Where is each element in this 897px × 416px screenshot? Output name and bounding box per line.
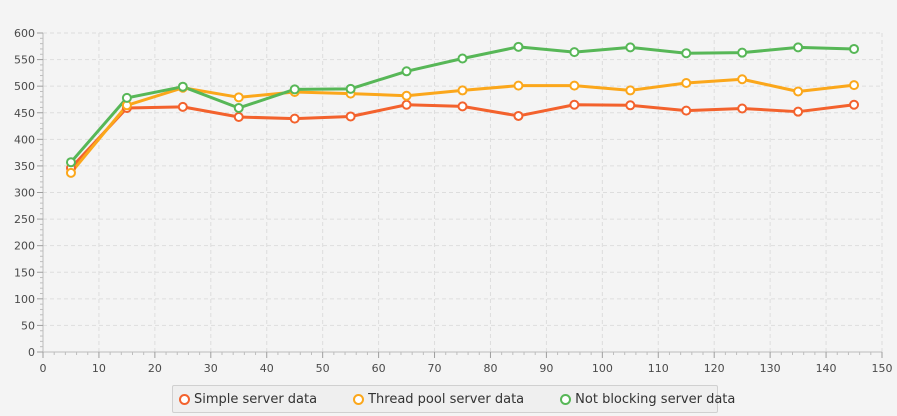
y-tick-label: 100	[14, 293, 35, 306]
x-tick-label: 90	[539, 362, 553, 375]
data-point-series-0	[177, 101, 188, 112]
x-tick-label: 30	[204, 362, 218, 375]
x-tick-label: 20	[148, 362, 162, 375]
y-tick-label: 150	[14, 266, 35, 279]
data-point-series-1	[457, 85, 468, 96]
data-point-series-1	[737, 74, 748, 85]
legend-marker-simple-server	[179, 393, 190, 405]
y-tick-label: 200	[14, 240, 35, 253]
y-tick-label: 50	[21, 319, 35, 332]
x-tick-label: 100	[592, 362, 613, 375]
y-tick-label: 600	[14, 27, 35, 40]
data-point-series-0	[289, 113, 300, 124]
data-point-series-2	[345, 83, 356, 94]
x-tick-label: 130	[760, 362, 781, 375]
data-point-series-0	[401, 99, 412, 110]
data-point-series-0	[681, 105, 692, 116]
data-point-series-1	[681, 77, 692, 88]
data-point-series-0	[793, 106, 804, 117]
y-tick-label: 450	[14, 107, 35, 120]
legend-item-not-blocking-server: Not blocking server data	[560, 392, 735, 407]
data-point-series-2	[849, 43, 860, 54]
y-tick-label: 550	[14, 54, 35, 67]
data-point-series-2	[121, 92, 132, 103]
legend-item-thread-pool-server: Thread pool server data	[353, 392, 524, 407]
y-tick-label: 500	[14, 80, 35, 93]
data-point-series-2	[289, 84, 300, 95]
x-tick-label: 120	[704, 362, 725, 375]
data-point-series-2	[457, 53, 468, 64]
data-point-series-0	[849, 99, 860, 110]
data-point-series-1	[569, 80, 580, 91]
x-tick-label: 140	[816, 362, 837, 375]
data-point-series-2	[737, 47, 748, 58]
series-line-0	[69, 103, 855, 170]
data-point-series-2	[625, 42, 636, 53]
data-point-series-0	[513, 110, 524, 121]
data-point-series-2	[513, 41, 524, 52]
x-tick-label: 10	[92, 362, 106, 375]
x-tick-label: 80	[483, 362, 497, 375]
legend-marker-not-blocking-server	[560, 393, 572, 405]
x-tick-label: 150	[872, 362, 893, 375]
data-point-series-1	[849, 80, 860, 91]
y-tick-label: 300	[14, 187, 35, 200]
data-point-series-2	[569, 47, 580, 58]
legend-label-thread-pool-server: Thread pool server data	[368, 391, 525, 407]
chart-legend: Simple server data Thread pool server da…	[172, 385, 735, 413]
x-tick-label: 40	[260, 362, 274, 375]
data-point-series-2	[177, 81, 188, 92]
x-tick-label: 70	[428, 362, 442, 375]
x-tick-label: 60	[372, 362, 386, 375]
y-tick-label: 250	[14, 213, 35, 226]
legend-item-simple-server: Simple server data	[179, 392, 317, 407]
data-point-series-0	[737, 103, 748, 114]
data-point-series-2	[401, 66, 412, 77]
data-point-series-1	[401, 90, 412, 101]
data-point-series-1	[65, 167, 76, 178]
data-point-series-2	[233, 102, 244, 113]
x-tick-label: 110	[648, 362, 669, 375]
data-point-series-1	[625, 85, 636, 96]
data-point-series-1	[513, 80, 524, 91]
data-point-series-0	[569, 99, 580, 110]
data-point-series-2	[681, 48, 692, 59]
data-point-series-0	[457, 101, 468, 112]
y-tick-label: 350	[14, 160, 35, 173]
x-tick-label: 0	[40, 362, 47, 375]
data-point-series-0	[345, 111, 356, 122]
data-point-series-2	[793, 42, 804, 53]
data-point-series-1	[793, 86, 804, 97]
y-tick-label: 0	[28, 346, 35, 359]
y-tick-label: 400	[14, 133, 35, 146]
legend-marker-thread-pool-server	[353, 393, 365, 405]
x-tick-label: 50	[316, 362, 330, 375]
legend-label-not-blocking-server: Not blocking server data	[575, 391, 736, 407]
legend-label-simple-server: Simple server data	[194, 391, 318, 407]
data-point-series-2	[65, 157, 76, 168]
data-point-series-0	[625, 100, 636, 111]
data-point-series-0	[233, 112, 244, 123]
data-point-series-1	[233, 92, 244, 103]
